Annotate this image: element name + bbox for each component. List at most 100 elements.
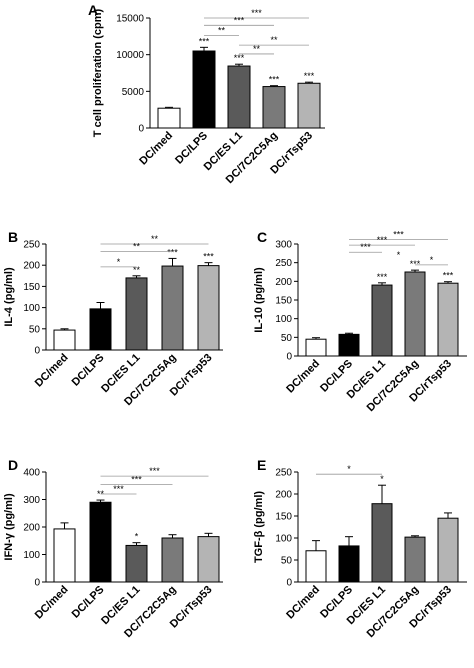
- y-tick-label: 400: [23, 468, 40, 479]
- bracket-label: ***: [149, 466, 160, 476]
- panel-letter: C: [257, 229, 267, 245]
- x-tick-label: DC/LPS: [70, 584, 107, 621]
- bar: [371, 284, 393, 357]
- bracket-label: ***: [234, 15, 245, 25]
- y-tick-label: 100: [275, 534, 292, 545]
- y-tick-label: 0: [286, 578, 292, 589]
- bar: [338, 333, 360, 357]
- y-tick-label: 100: [23, 550, 40, 561]
- y-tick-label: 300: [275, 240, 292, 251]
- y-tick-label: 50: [29, 324, 41, 335]
- bar: [161, 537, 184, 583]
- bar: [157, 107, 181, 129]
- bar: [437, 282, 459, 357]
- x-tick-label: DC/med: [137, 130, 175, 168]
- y-tick-label: 100: [275, 314, 292, 325]
- y-tick-label: 300: [23, 495, 40, 506]
- bracket-label: ***: [251, 8, 262, 18]
- y-axis-label: TGF-β (pg/ml): [253, 491, 265, 563]
- significance-label: ***: [234, 53, 245, 63]
- chart-panel-B: B 0 50 100 150 200 250 IL-4 (pg/ml) DC/medDC/LPS…: [3, 229, 223, 408]
- significance-label: ***: [167, 247, 178, 257]
- panel-letter: B: [8, 229, 18, 245]
- bar: [338, 545, 360, 583]
- chart-panel-A: A 0 5000 10000 15000 T cell proliferation (cp…: [88, 2, 325, 186]
- bar: [305, 550, 327, 583]
- significance-label: *: [380, 474, 384, 484]
- bracket-label: **: [151, 234, 159, 244]
- bar: [53, 528, 76, 583]
- y-tick-label: 250: [275, 258, 292, 269]
- bracket-label: ***: [377, 235, 388, 245]
- y-axis-label: IL-4 (pg/ml): [3, 267, 15, 327]
- bar: [305, 338, 327, 357]
- y-tick-label: 0: [34, 578, 40, 589]
- panel-letter: D: [8, 457, 18, 473]
- bracket-label: ***: [131, 474, 142, 484]
- bracket-label: **: [133, 242, 141, 252]
- bar: [297, 82, 321, 129]
- significance-label: ***: [443, 271, 454, 281]
- y-tick-label: 15000: [116, 14, 144, 25]
- panel-letter: E: [257, 457, 266, 473]
- bar: [161, 265, 184, 351]
- bracket-label: ***: [393, 230, 404, 240]
- bracket-label: **: [218, 26, 226, 36]
- bar: [89, 501, 112, 583]
- y-axis-label: IFN-γ (pg/ml): [3, 493, 15, 561]
- x-tick-label: DC/med: [284, 584, 322, 622]
- significance-label: ***: [304, 71, 315, 81]
- bracket-label: *: [347, 464, 351, 474]
- y-tick-label: 200: [23, 523, 40, 534]
- bracket-label: *: [430, 255, 434, 265]
- y-tick-label: 250: [23, 240, 40, 251]
- y-tick-label: 150: [275, 296, 292, 307]
- bar: [227, 65, 251, 129]
- y-tick-label: 50: [281, 556, 293, 567]
- y-tick-label: 10000: [116, 50, 144, 61]
- y-tick-label: 200: [275, 277, 292, 288]
- bar: [125, 544, 148, 583]
- bracket-label: ***: [113, 484, 124, 494]
- panel-letter: A: [88, 2, 98, 18]
- significance-label: *: [135, 532, 139, 542]
- y-tick-label: 0: [34, 346, 40, 357]
- bar: [404, 536, 426, 583]
- x-tick-label: DC/med: [33, 352, 71, 390]
- significance-label: **: [133, 265, 141, 275]
- y-tick-label: 0: [286, 352, 292, 363]
- y-tick-label: 0: [138, 124, 144, 135]
- y-tick-label: 150: [23, 282, 40, 293]
- y-axis-label: IL-10 (pg/ml): [253, 267, 265, 333]
- x-tick-label: DC/med: [33, 584, 71, 622]
- y-axis-label: T cell proliferation (cpm): [92, 8, 104, 137]
- y-tick-label: 5000: [122, 87, 145, 98]
- significance-label: ***: [410, 259, 421, 269]
- x-tick-label: DC/LPS: [70, 352, 107, 389]
- bar: [197, 536, 220, 583]
- bracket-label: **: [270, 35, 278, 45]
- y-tick-label: 250: [275, 468, 292, 479]
- y-tick-label: 50: [281, 333, 293, 344]
- bar: [437, 517, 459, 583]
- bar: [89, 308, 112, 351]
- y-tick-label: 200: [275, 490, 292, 501]
- bar: [371, 503, 393, 583]
- y-tick-label: 150: [275, 512, 292, 523]
- bracket-label: ***: [360, 242, 371, 252]
- significance-label: ***: [199, 36, 210, 46]
- y-tick-label: 100: [23, 303, 40, 314]
- bar: [192, 50, 216, 129]
- bar: [197, 265, 220, 351]
- y-tick-label: 200: [23, 261, 40, 272]
- significance-label: *: [397, 250, 401, 260]
- significance-label: ***: [203, 252, 214, 262]
- bar: [125, 277, 148, 351]
- significance-label: ***: [377, 272, 388, 282]
- x-tick-label: DC/med: [284, 358, 322, 396]
- significance-label: ***: [269, 75, 280, 85]
- bracket-label: *: [117, 257, 121, 267]
